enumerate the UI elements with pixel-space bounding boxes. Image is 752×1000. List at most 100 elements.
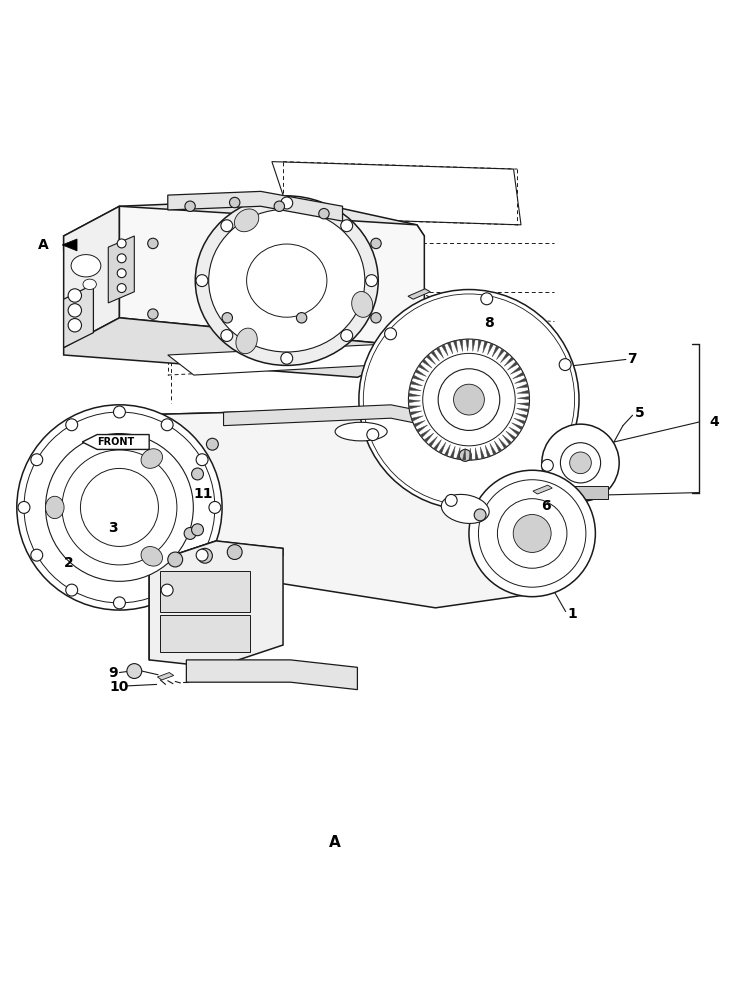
Polygon shape: [485, 445, 490, 457]
Polygon shape: [409, 406, 421, 409]
Polygon shape: [514, 378, 526, 383]
Polygon shape: [108, 236, 135, 303]
Polygon shape: [459, 339, 462, 352]
Text: 9: 9: [108, 666, 118, 680]
Polygon shape: [408, 393, 420, 396]
Polygon shape: [149, 541, 216, 660]
Circle shape: [341, 330, 353, 341]
Polygon shape: [517, 390, 529, 393]
Polygon shape: [502, 435, 512, 445]
Polygon shape: [514, 418, 526, 424]
Polygon shape: [533, 485, 552, 494]
Polygon shape: [499, 438, 507, 449]
Text: 7: 7: [627, 352, 637, 366]
Polygon shape: [149, 541, 283, 667]
Circle shape: [453, 384, 484, 415]
Circle shape: [497, 499, 567, 568]
Circle shape: [117, 239, 126, 248]
Circle shape: [117, 269, 126, 278]
Ellipse shape: [208, 209, 365, 352]
Circle shape: [147, 309, 158, 319]
Circle shape: [196, 454, 208, 466]
Polygon shape: [472, 339, 475, 351]
Circle shape: [24, 412, 215, 603]
Circle shape: [192, 524, 204, 536]
Circle shape: [161, 584, 173, 596]
Ellipse shape: [441, 494, 489, 523]
Polygon shape: [422, 359, 432, 368]
Polygon shape: [453, 340, 458, 353]
Polygon shape: [64, 199, 424, 251]
Polygon shape: [412, 375, 424, 381]
Circle shape: [168, 552, 183, 567]
Polygon shape: [511, 423, 523, 430]
Polygon shape: [436, 347, 444, 358]
Ellipse shape: [236, 328, 257, 354]
Polygon shape: [490, 443, 496, 455]
Text: 6: 6: [541, 499, 550, 513]
Polygon shape: [89, 407, 540, 459]
Polygon shape: [517, 408, 529, 412]
Polygon shape: [431, 351, 439, 361]
Circle shape: [559, 359, 571, 371]
Polygon shape: [62, 239, 77, 251]
Polygon shape: [414, 420, 425, 427]
Polygon shape: [462, 448, 465, 460]
Polygon shape: [496, 349, 505, 360]
Text: 11: 11: [194, 487, 214, 501]
Polygon shape: [504, 357, 514, 366]
Circle shape: [114, 406, 126, 418]
Circle shape: [371, 238, 381, 249]
Circle shape: [280, 197, 293, 209]
Polygon shape: [444, 444, 450, 456]
Text: 8: 8: [484, 316, 493, 330]
Polygon shape: [424, 433, 434, 442]
Text: FRONT: FRONT: [97, 437, 135, 447]
Ellipse shape: [335, 422, 387, 441]
Polygon shape: [487, 343, 493, 355]
Ellipse shape: [352, 292, 373, 317]
Circle shape: [227, 545, 242, 559]
Circle shape: [184, 528, 196, 539]
Text: 1: 1: [568, 607, 578, 621]
Polygon shape: [509, 427, 520, 435]
Circle shape: [221, 220, 233, 232]
Circle shape: [367, 429, 379, 441]
Polygon shape: [433, 440, 441, 450]
Circle shape: [117, 284, 126, 293]
Polygon shape: [408, 289, 430, 299]
Polygon shape: [450, 446, 455, 458]
Circle shape: [469, 470, 596, 597]
Circle shape: [341, 220, 353, 232]
Circle shape: [478, 480, 586, 587]
Polygon shape: [410, 411, 422, 415]
Circle shape: [570, 452, 591, 474]
Polygon shape: [494, 441, 502, 452]
Circle shape: [196, 549, 208, 561]
Circle shape: [280, 352, 293, 364]
Circle shape: [68, 289, 81, 302]
Polygon shape: [483, 341, 487, 353]
Text: 4: 4: [709, 415, 719, 429]
Polygon shape: [418, 364, 429, 372]
Text: 10: 10: [110, 680, 129, 694]
Circle shape: [365, 275, 378, 287]
Circle shape: [46, 434, 193, 581]
Polygon shape: [513, 372, 524, 379]
Polygon shape: [515, 413, 527, 418]
Circle shape: [31, 549, 43, 561]
Circle shape: [363, 294, 575, 505]
Circle shape: [185, 201, 196, 211]
Circle shape: [408, 339, 529, 460]
Circle shape: [117, 254, 126, 263]
Polygon shape: [157, 673, 174, 680]
Polygon shape: [82, 435, 149, 449]
Circle shape: [18, 501, 30, 513]
Circle shape: [114, 597, 126, 609]
Polygon shape: [408, 400, 420, 403]
Polygon shape: [478, 340, 481, 352]
Polygon shape: [438, 442, 446, 454]
Polygon shape: [517, 403, 529, 406]
Polygon shape: [420, 429, 431, 438]
Polygon shape: [517, 396, 529, 400]
